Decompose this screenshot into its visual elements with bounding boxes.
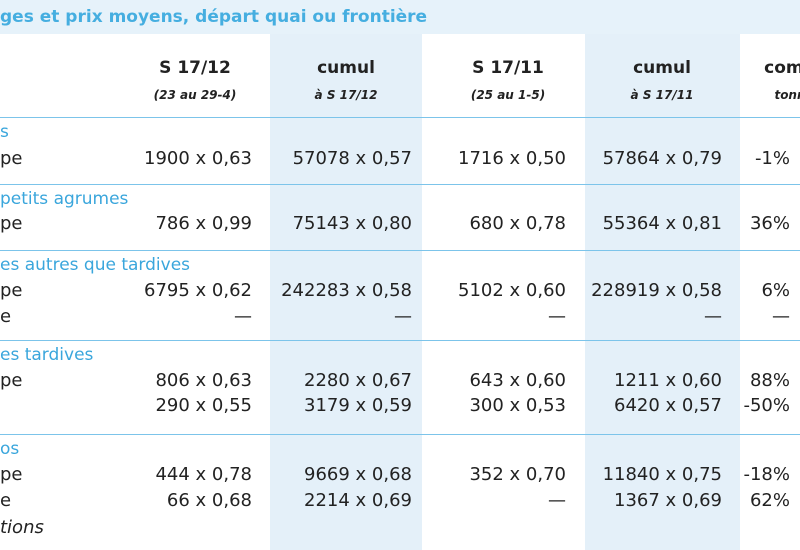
cell: —	[704, 306, 722, 327]
cell: 6420 x 0,57	[614, 395, 722, 416]
section-rule	[0, 184, 800, 185]
cell: 6%	[761, 280, 790, 301]
column-header: S 17/12	[159, 58, 231, 78]
section-heading: es tardives	[0, 345, 94, 365]
row-label: tions	[0, 517, 44, 538]
cell: 2280 x 0,67	[304, 370, 412, 391]
row-label: pe	[0, 464, 23, 485]
column-header: S 17/11	[472, 58, 544, 78]
cell: 680 x 0,78	[469, 213, 566, 234]
cell: 88%	[749, 370, 790, 391]
cell: —	[234, 306, 252, 327]
cell: —	[772, 306, 790, 327]
column-shade	[585, 34, 740, 550]
cell: 57078 x 0,57	[292, 148, 412, 169]
cell: -50%	[743, 395, 790, 416]
column-subheader: (23 au 29-4)	[153, 88, 237, 102]
cell: 57864 x 0,79	[602, 148, 722, 169]
column-header: cumul	[633, 58, 691, 78]
row-label: e	[0, 306, 12, 327]
cell: 62%	[749, 490, 790, 511]
cell: 3179 x 0,59	[304, 395, 412, 416]
column-subheader: (25 au 1-5)	[470, 88, 546, 102]
cell: 242283 x 0,58	[281, 280, 412, 301]
cell: 444 x 0,78	[155, 464, 252, 485]
column-subheader: à S 17/11	[630, 88, 694, 102]
cell: 36%	[749, 213, 790, 234]
cell: 11840 x 0,75	[602, 464, 722, 485]
section-heading: petits agrumes	[0, 189, 129, 209]
cell: 643 x 0,60	[469, 370, 566, 391]
section-heading: s	[0, 122, 9, 142]
cell: -1%	[754, 148, 790, 169]
cell: 6795 x 0,62	[144, 280, 252, 301]
section-rule	[0, 250, 800, 251]
column-subheader: à S 17/12	[314, 88, 378, 102]
row-label: pe	[0, 148, 23, 169]
cell: 9669 x 0,68	[304, 464, 412, 485]
cell: —	[548, 306, 566, 327]
column-header: cumul	[317, 58, 375, 78]
cell: 300 x 0,53	[469, 395, 566, 416]
section-rule	[0, 434, 800, 435]
section-rule	[0, 117, 800, 118]
cell: 55364 x 0,81	[602, 213, 722, 234]
cell: -18%	[743, 464, 790, 485]
column-header: comp	[764, 58, 800, 78]
title: ges et prix moyens, départ quai ou front…	[0, 7, 428, 27]
title-bar	[0, 0, 800, 34]
cell: 5102 x 0,60	[458, 280, 566, 301]
cell: 786 x 0,99	[155, 213, 252, 234]
row-label: pe	[0, 213, 23, 234]
cell: 1211 x 0,60	[614, 370, 722, 391]
cell: 228919 x 0,58	[591, 280, 722, 301]
row-label: e	[0, 490, 12, 511]
cell: —	[394, 306, 412, 327]
cell: 75143 x 0,80	[292, 213, 412, 234]
cell: 1367 x 0,69	[614, 490, 722, 511]
section-heading: es autres que tardives	[0, 255, 191, 275]
cell: 352 x 0,70	[469, 464, 566, 485]
row-label: pe	[0, 370, 23, 391]
column-shade	[270, 34, 422, 550]
column-subheader: tonn	[774, 88, 800, 102]
row-label: pe	[0, 280, 23, 301]
section-heading: os	[0, 439, 20, 459]
cell: 806 x 0,63	[155, 370, 252, 391]
cell: 2214 x 0,69	[304, 490, 412, 511]
section-rule	[0, 340, 800, 341]
cell: 290 x 0,55	[155, 395, 252, 416]
cell: 1900 x 0,63	[144, 148, 252, 169]
cell: 66 x 0,68	[166, 490, 252, 511]
cell: 1716 x 0,50	[458, 148, 566, 169]
cell: —	[548, 490, 566, 511]
